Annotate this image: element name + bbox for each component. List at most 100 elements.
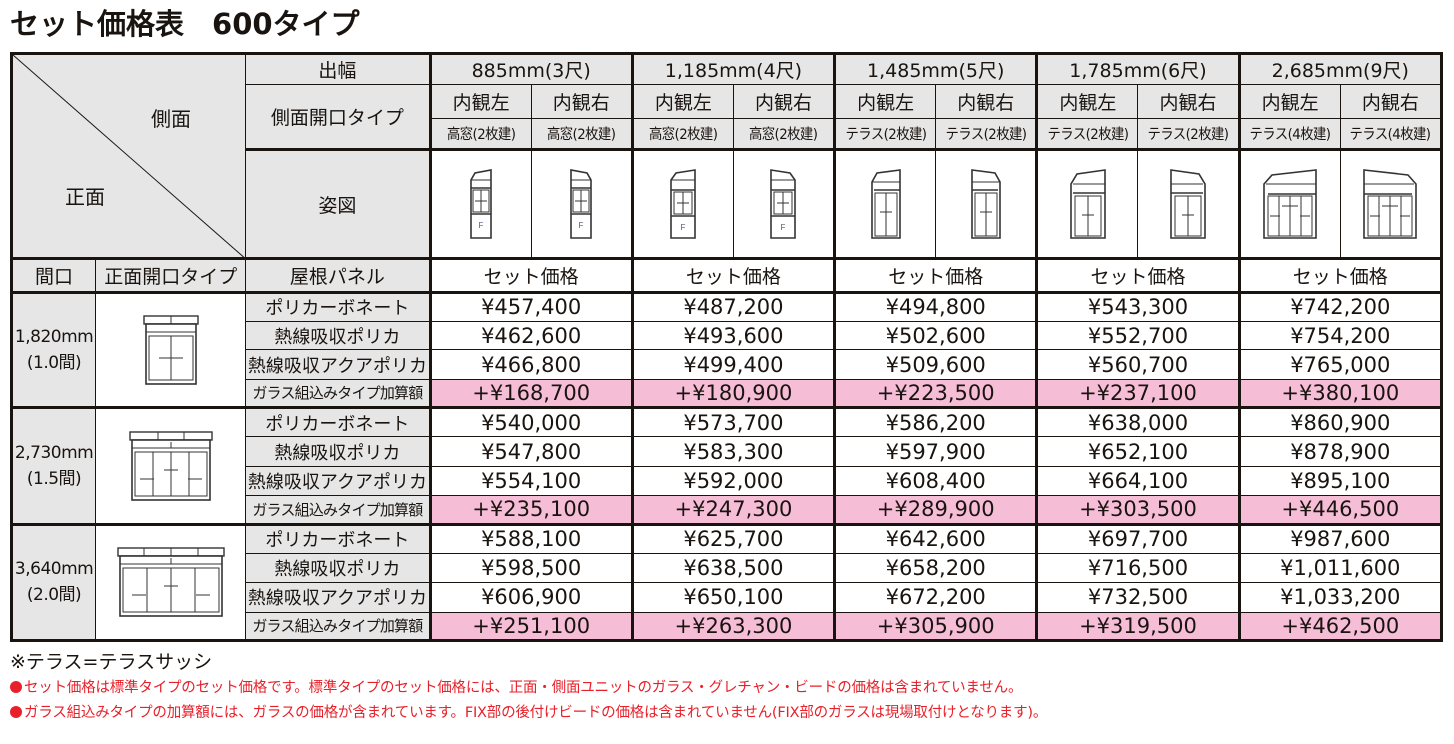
price-cell: ¥499,400 [630,349,836,380]
glass-addon-cell: +¥380,100 [1237,378,1443,410]
front-figure-cell [95,407,247,526]
price-cell: ¥547,800 [428,436,633,467]
front-figure-cell [95,523,247,641]
price-cell: ¥754,200 [1237,321,1443,351]
side-elevation-high-window-left-icon: F [470,169,492,240]
table-row: ガラス組込みタイプ加算額 +¥168,700 +¥180,900 +¥223,5… [12,378,1443,410]
roof-panel-label: ポリカーボネート [245,407,431,438]
depth-1185: 1,185mm(4尺) [630,52,836,86]
glass-addon-cell: +¥235,100 [428,495,633,526]
price-cell: ¥672,200 [833,582,1038,613]
table-row: ガラス組込みタイプ加算額 +¥235,100 +¥247,300 +¥289,9… [12,495,1443,526]
price-cell: ¥509,600 [833,349,1038,380]
roof-panel-label: 熱線吸収ポリカ [245,321,431,351]
table-row: 1,820mm (1.0間) ポリカーボネート ¥457,400 ¥487,200… [10,291,1443,410]
set-price-header: セット価格 [630,257,836,294]
table-row: 熱線吸収アクアポリカ ¥606,900 ¥650,100 ¥672,200 ¥7… [12,582,1443,613]
side-type: テラス(4枚建) [1237,117,1341,152]
price-cell: ¥860,900 [1237,407,1443,438]
glass-addon-cell: +¥237,100 [1035,378,1240,410]
corner-cell: 側面 正面 [10,52,247,260]
set-price-header: セット価格 [428,257,633,294]
roof-panel-label: ポリカーボネート [245,291,431,323]
price-cell: ¥494,800 [833,291,1038,323]
diagonal-divider [13,55,245,258]
roof-panel-label: 熱線吸収ポリカ [245,552,431,584]
red-bullet-icon [10,681,22,693]
table-row: 2,730mm (1.5間) ポリカーボネート ¥540,000 ¥573,700… [10,407,1443,526]
price-cell: ¥652,100 [1035,436,1240,467]
side-view: 内観右 [530,84,633,119]
table-row: 3,640mm (2.0間) ポリカーボネート ¥588,100 ¥625,700… [10,523,1443,641]
price-cell: ¥895,100 [1237,465,1443,497]
svg-text:F: F [781,223,786,232]
figure-header: 姿図 [245,149,431,260]
side-elevation-terrace-2-right-icon [970,169,1001,240]
price-cell: ¥487,200 [630,291,836,323]
side-label: 側面 [151,107,191,131]
price-cell: ¥606,900 [428,582,633,613]
side-elevation-high-window-left-icon: F [670,169,697,240]
price-cell: ¥543,300 [1035,291,1240,323]
price-table: 側面 正面 出幅 885mm(3尺) 1,185mm(4尺) 1,485mm(5… [10,52,1443,642]
table-row: 熱線吸収アクアポリカ ¥554,100 ¥592,000 ¥608,400 ¥6… [12,465,1443,497]
front-figure-cell [95,291,247,410]
glass-addon-cell: +¥251,100 [428,611,633,642]
terrace-note: ※テラス=テラスサッシ [10,651,213,673]
price-cell: ¥742,200 [1237,291,1443,323]
glass-addon-cell: +¥180,900 [630,378,836,410]
price-cell: ¥598,500 [428,552,633,584]
front-elevation-2-panel-icon [143,315,199,385]
glass-addon-cell: +¥446,500 [1237,495,1443,526]
depth-885: 885mm(3尺) [428,52,633,86]
price-cell: ¥466,800 [428,349,633,380]
price-cell: ¥552,700 [1035,321,1240,351]
price-cell: ¥1,011,600 [1237,552,1443,584]
price-cell: ¥502,600 [833,321,1038,351]
price-cell: ¥592,000 [630,465,836,497]
glass-addon-cell: +¥462,500 [1237,611,1443,642]
side-view: 内観右 [1137,84,1240,119]
roof-panel-label: ガラス組込みタイプ加算額 [245,611,431,642]
price-cell: ¥573,700 [630,407,836,438]
price-cell: ¥650,100 [630,582,836,613]
side-elevation-high-window-right-icon: F [770,169,797,240]
price-cell: ¥540,000 [428,407,633,438]
side-view: 内観左 [630,84,734,119]
side-view: 内観右 [732,84,836,119]
price-cell: ¥658,200 [833,552,1038,584]
side-type: テラス(2枚建) [1137,117,1240,152]
price-cell: ¥583,300 [630,436,836,467]
front-open-header: 正面開口タイプ [95,257,247,294]
figure-cell: F [732,149,836,260]
frontage-size: 1,820mm (1.0間) [10,291,97,410]
set-price-header: セット価格 [1035,257,1240,294]
table-row: 熱線吸収ポリカ ¥462,600 ¥493,600 ¥502,600 ¥552,… [12,321,1443,351]
price-cell: ¥716,500 [1035,552,1240,584]
glass-addon-cell: +¥223,500 [833,378,1038,410]
figure-cell [935,149,1038,260]
price-cell: ¥586,200 [833,407,1038,438]
set-price-header: セット価格 [833,257,1038,294]
price-cell: ¥625,700 [630,523,836,554]
table-row: 熱線吸収アクアポリカ ¥466,800 ¥499,400 ¥509,600 ¥5… [12,349,1443,380]
side-type: テラス(4枚建) [1339,117,1443,152]
price-cell: ¥597,900 [833,436,1038,467]
price-cell: ¥765,000 [1237,349,1443,380]
title-main: セット価格表 [10,7,185,41]
figure-cell [833,149,937,260]
glass-addon-cell: +¥247,300 [630,495,836,526]
depth-1485: 1,485mm(5尺) [833,52,1038,86]
roof-panel-label: 熱線吸収アクアポリカ [245,349,431,380]
roof-panel-label: ガラス組込みタイプ加算額 [245,378,431,410]
note-item: セット価格は標準タイプのセット価格です。標準タイプのセット価格には、正面・側面ユ… [10,676,1047,701]
side-type: 高窓(2枚建) [630,117,734,152]
roof-panel-label: 熱線吸収アクアポリカ [245,582,431,613]
svg-text:F: F [681,223,686,232]
glass-addon-cell: +¥303,500 [1035,495,1240,526]
side-open-header: 側面開口タイプ [245,84,431,152]
side-type: 高窓(2枚建) [732,117,836,152]
front-label: 正面 [65,185,105,209]
side-view: 内観左 [428,84,532,119]
roof-panel-label: ポリカーボネート [245,523,431,554]
